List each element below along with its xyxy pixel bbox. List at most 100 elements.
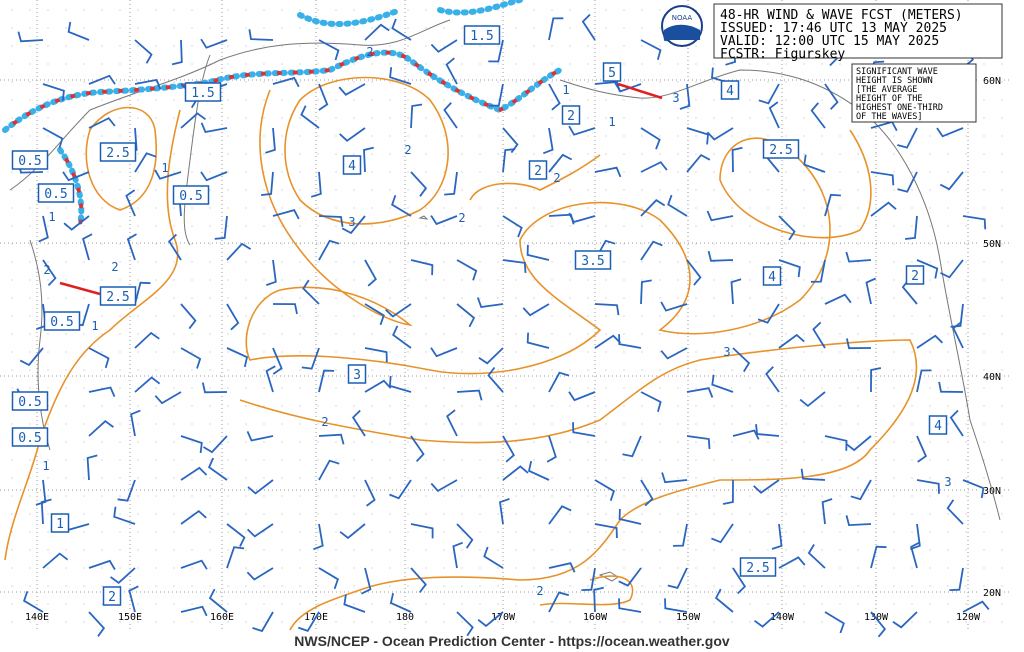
grid-dot [803, 513, 805, 515]
grid-dot [947, 531, 949, 533]
wave-height-label: 4 [348, 159, 356, 174]
grid-dot [821, 99, 823, 101]
grid-dot [551, 81, 553, 83]
grid-dot [515, 153, 517, 155]
grid-dot [317, 495, 319, 497]
wind-barb [483, 546, 504, 569]
grid-dot [893, 189, 895, 191]
grid-dot [209, 585, 211, 587]
grid-dot [317, 9, 319, 11]
grid-dot [353, 189, 355, 191]
grid-dot [245, 9, 247, 11]
grid-dot [353, 549, 355, 551]
grid-dot [227, 261, 229, 263]
wind-barb [949, 409, 964, 437]
grid-dot [407, 405, 409, 407]
grid-dot [515, 189, 517, 191]
grid-dot [839, 531, 841, 533]
wind-barb [757, 303, 780, 324]
grid-dot [29, 351, 31, 353]
grid-dot [245, 243, 247, 245]
grid-dot [137, 153, 139, 155]
grid-dot [119, 459, 121, 461]
grid-dot [749, 441, 751, 443]
wind-barb [527, 460, 550, 481]
grid-dot [515, 513, 517, 515]
grid-dot [65, 261, 67, 263]
grid-dot [713, 585, 715, 587]
grid-dot [497, 603, 499, 605]
wind-barb [42, 127, 64, 149]
grid-dot [659, 459, 661, 461]
wave-height-label: 0.5 [18, 431, 41, 446]
grid-dot [119, 315, 121, 317]
grid-dot [929, 189, 931, 191]
grid-dot [11, 117, 13, 119]
grid-dot [965, 549, 967, 551]
grid-dot [29, 477, 31, 479]
grid-dot [335, 297, 337, 299]
grid-dot [155, 495, 157, 497]
grid-dot [983, 63, 985, 65]
wind-barb [154, 169, 182, 180]
grid-dot [839, 189, 841, 191]
grid-dot [677, 189, 679, 191]
grid-dot [785, 513, 787, 515]
grid-dot [587, 9, 589, 11]
grid-dot [371, 477, 373, 479]
grid-dot [461, 333, 463, 335]
grid-dot [767, 423, 769, 425]
grid-dot [353, 405, 355, 407]
grid-dot [965, 243, 967, 245]
grid-dot [155, 315, 157, 317]
grid-dot [227, 225, 229, 227]
wave-box [11, 427, 49, 447]
grid-dot [569, 135, 571, 137]
grid-dot [965, 441, 967, 443]
grid-dot [317, 513, 319, 515]
grid-dot [677, 495, 679, 497]
contour-label: 2 [553, 171, 560, 185]
wind-barb [824, 83, 839, 110]
wind-barb [226, 347, 249, 368]
grid-dot [731, 351, 733, 353]
grid-dot [101, 369, 103, 371]
grid-dot [263, 117, 265, 119]
grid-dot [659, 567, 661, 569]
grid-dot [659, 45, 661, 47]
wind-barb [916, 435, 928, 463]
grid-dot [731, 369, 733, 371]
grid-dot [839, 171, 841, 173]
grid-dot [173, 585, 175, 587]
wind-barb [226, 523, 246, 547]
grid-dot [29, 27, 31, 29]
grid-dot [965, 495, 967, 497]
grid-dot [119, 531, 121, 533]
grid-dot [1001, 459, 1003, 461]
grid-dot [605, 549, 607, 551]
grid-dot [875, 189, 877, 191]
header-box [713, 3, 1003, 59]
grid-dot [191, 333, 193, 335]
wind-barb [301, 347, 320, 370]
wind-barb [389, 479, 412, 500]
grid-dot [947, 567, 949, 569]
grid-dot [11, 621, 13, 623]
grid-dot [731, 387, 733, 389]
grid-dot [929, 495, 931, 497]
grid-dot [695, 189, 697, 191]
grid-dot [803, 603, 805, 605]
grid-dot [29, 387, 31, 389]
grid-dot [713, 549, 715, 551]
wind-barb [272, 347, 283, 375]
wave-box [11, 150, 49, 170]
grid-dot [407, 9, 409, 11]
wind-barb [916, 334, 944, 349]
grid-dot [47, 261, 49, 263]
grid-dot [191, 207, 193, 209]
grid-dot [659, 441, 661, 443]
grid-dot [29, 585, 31, 587]
grid-dot [227, 333, 229, 335]
grid-dot [929, 477, 931, 479]
grid-dot [785, 549, 787, 551]
